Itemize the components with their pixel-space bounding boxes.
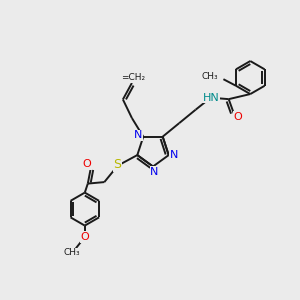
Text: N: N — [134, 130, 142, 140]
Text: O: O — [233, 112, 242, 122]
Text: CH₃: CH₃ — [201, 72, 218, 81]
Text: O: O — [82, 159, 91, 170]
Text: S: S — [113, 158, 121, 172]
Text: HN: HN — [203, 93, 220, 103]
Text: O: O — [80, 232, 89, 242]
Text: =CH₂: =CH₂ — [121, 73, 146, 82]
Text: CH₃: CH₃ — [64, 248, 80, 257]
Text: N: N — [150, 167, 159, 177]
Text: N: N — [169, 150, 178, 160]
